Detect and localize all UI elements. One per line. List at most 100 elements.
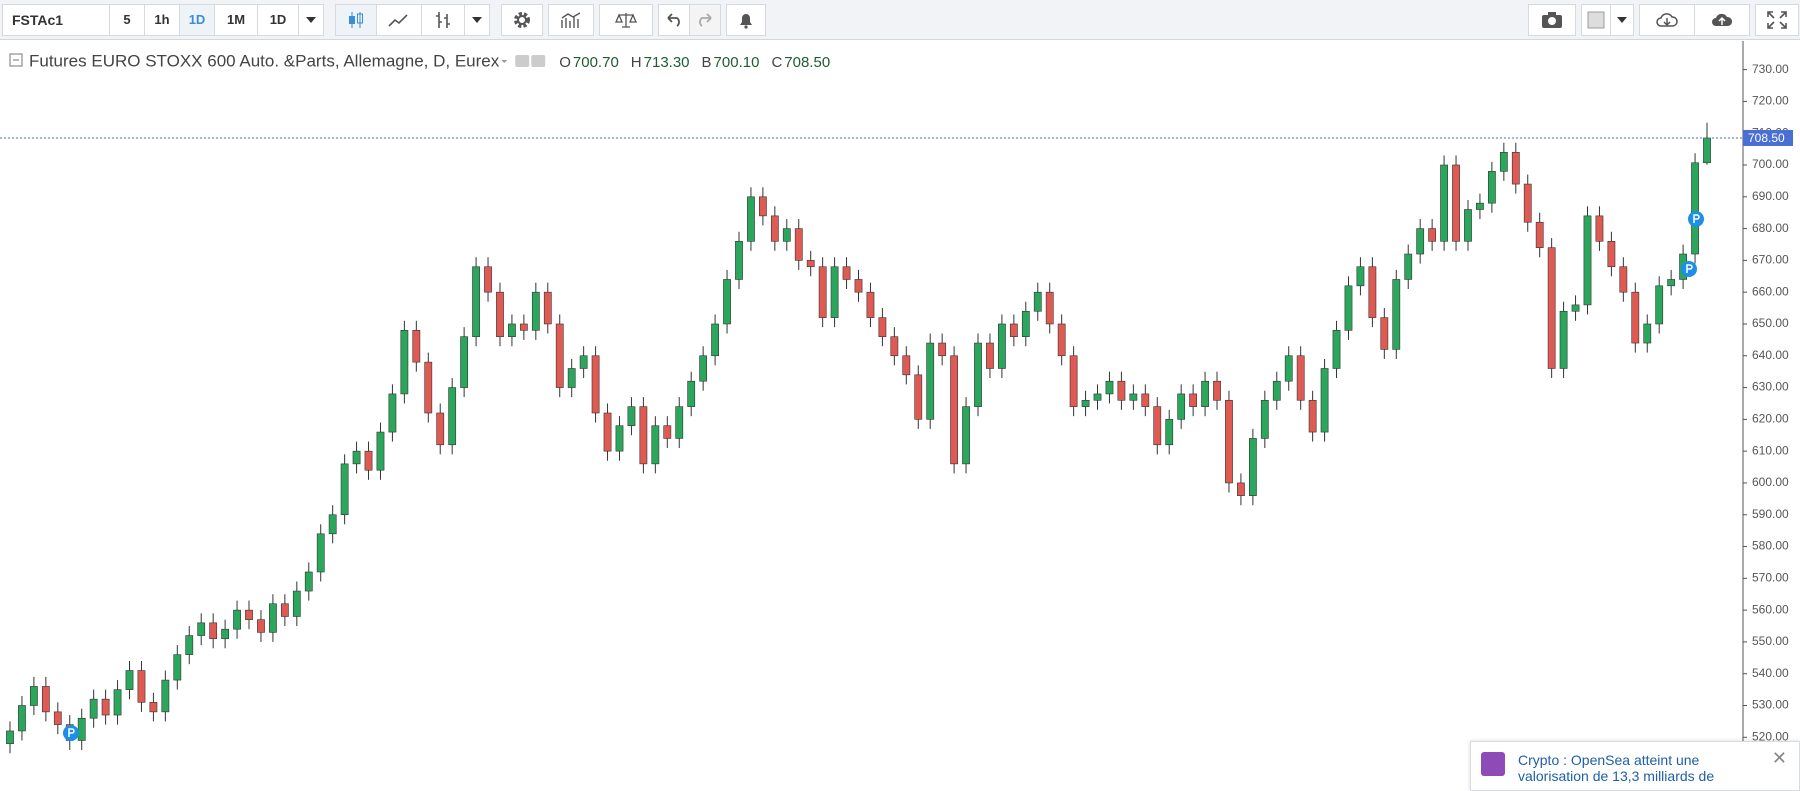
candle-body bbox=[926, 342, 935, 420]
candle-body bbox=[1499, 151, 1508, 172]
price-axis bbox=[1743, 41, 1800, 785]
candle-body bbox=[1284, 355, 1293, 382]
alert-button[interactable] bbox=[726, 3, 766, 36]
candle-body bbox=[579, 355, 588, 369]
bars-button[interactable] bbox=[421, 3, 465, 36]
candle-body bbox=[89, 698, 98, 719]
candle-body bbox=[424, 361, 433, 414]
screenshot-button[interactable] bbox=[1528, 3, 1576, 36]
candle-body bbox=[1069, 355, 1078, 407]
interval-button[interactable]: 5 bbox=[109, 3, 145, 36]
candle-body bbox=[1272, 380, 1281, 401]
candle-body bbox=[1631, 291, 1640, 344]
y-tick-label: 660.00 bbox=[1752, 284, 1789, 298]
candle-body bbox=[340, 463, 349, 516]
candle-body bbox=[41, 686, 50, 713]
y-tick-label: 530.00 bbox=[1752, 698, 1789, 712]
y-tick-label: 560.00 bbox=[1752, 602, 1789, 616]
last-price-tag bbox=[1743, 129, 1793, 146]
candle-body bbox=[1153, 406, 1162, 446]
candle-body bbox=[1511, 151, 1520, 185]
compare-button[interactable] bbox=[599, 3, 653, 36]
y-tick-label: 590.00 bbox=[1752, 507, 1789, 521]
color-button[interactable] bbox=[1581, 3, 1611, 36]
candle-body bbox=[1225, 399, 1233, 484]
y-tick-label: 640.00 bbox=[1752, 348, 1789, 362]
candle-body bbox=[687, 380, 696, 407]
y-tick-label: 600.00 bbox=[1752, 475, 1789, 489]
symbol-input[interactable]: FSTAc1 bbox=[2, 3, 110, 36]
candle-body bbox=[759, 196, 767, 217]
candle-body bbox=[1248, 438, 1257, 496]
candle-body bbox=[209, 622, 218, 640]
candle-body bbox=[615, 425, 624, 452]
line-chart-button[interactable] bbox=[376, 3, 422, 36]
legend-value: 700.10 bbox=[714, 54, 760, 71]
candle-body bbox=[950, 355, 958, 465]
candle-body bbox=[974, 342, 982, 407]
candle-body bbox=[1440, 164, 1448, 242]
candle-body bbox=[1643, 323, 1652, 344]
collapse-icon[interactable] bbox=[9, 53, 23, 67]
candle-body bbox=[113, 689, 122, 716]
candle-body bbox=[770, 215, 779, 242]
candle-body bbox=[567, 368, 576, 388]
indicators-button[interactable] bbox=[548, 3, 594, 36]
candle-body bbox=[1045, 291, 1054, 325]
candle-body bbox=[1332, 330, 1341, 369]
notification[interactable]: Crypto : OpenSea atteint une valorisatio… bbox=[1470, 741, 1800, 791]
candle-body bbox=[842, 266, 851, 280]
candle-body bbox=[1571, 304, 1580, 312]
candle-body bbox=[233, 609, 241, 630]
candle-body bbox=[747, 196, 755, 242]
legend-value: 708.50 bbox=[784, 54, 830, 71]
candle-body bbox=[1404, 253, 1413, 280]
interval-button[interactable]: 1M bbox=[214, 3, 258, 36]
y-tick-label: 720.00 bbox=[1752, 94, 1789, 108]
candle-body bbox=[555, 323, 564, 388]
candle-body bbox=[1344, 285, 1353, 331]
y-tick-label: 630.00 bbox=[1752, 380, 1789, 394]
redo-button[interactable] bbox=[689, 3, 721, 36]
candle-body bbox=[1308, 399, 1317, 433]
undo-button[interactable] bbox=[658, 3, 690, 36]
cloud-save-button[interactable] bbox=[1694, 3, 1750, 36]
candle-body bbox=[1488, 171, 1496, 204]
candle-body bbox=[496, 291, 504, 337]
candle-body bbox=[137, 670, 146, 703]
ohlc-legend: O 700.70 H 713.30 B 700.10 C 708.50 bbox=[501, 54, 830, 71]
close-button[interactable]: ✕ bbox=[1771, 748, 1787, 768]
candle-body bbox=[6, 730, 14, 744]
legend-key: H bbox=[631, 54, 642, 71]
candle-body bbox=[460, 336, 469, 388]
last-price-label: 708.50 bbox=[1748, 131, 1785, 145]
legend-value: 700.70 bbox=[573, 54, 619, 71]
candle-body bbox=[1464, 209, 1472, 242]
candle-body bbox=[1619, 266, 1628, 293]
candle-body bbox=[663, 425, 672, 439]
y-tick-label: 540.00 bbox=[1752, 666, 1789, 680]
candles-button[interactable] bbox=[335, 3, 377, 36]
candle-body bbox=[1583, 215, 1592, 306]
legend-value: 713.30 bbox=[644, 54, 690, 71]
interval-button[interactable]: 1h bbox=[144, 3, 180, 36]
candle-body bbox=[1392, 279, 1401, 350]
candle-body bbox=[197, 622, 206, 636]
candle-body bbox=[149, 702, 158, 713]
settings-button[interactable] bbox=[501, 3, 543, 36]
dropdown-button[interactable] bbox=[464, 3, 490, 36]
y-tick-label: 520.00 bbox=[1752, 729, 1789, 743]
candle-body bbox=[472, 266, 480, 337]
candle-body bbox=[854, 279, 863, 293]
interval-button[interactable]: 1D bbox=[179, 3, 215, 36]
dropdown-button[interactable] bbox=[298, 3, 324, 36]
interval-button[interactable]: 1D bbox=[257, 3, 299, 36]
dropdown-button[interactable] bbox=[1610, 3, 1634, 36]
fullscreen-button[interactable] bbox=[1755, 3, 1799, 36]
cloud-load-button[interactable] bbox=[1639, 3, 1695, 36]
candle-body bbox=[1703, 137, 1711, 164]
candle-body bbox=[53, 711, 62, 725]
candle-body bbox=[962, 406, 970, 465]
candle-body bbox=[1607, 241, 1616, 268]
